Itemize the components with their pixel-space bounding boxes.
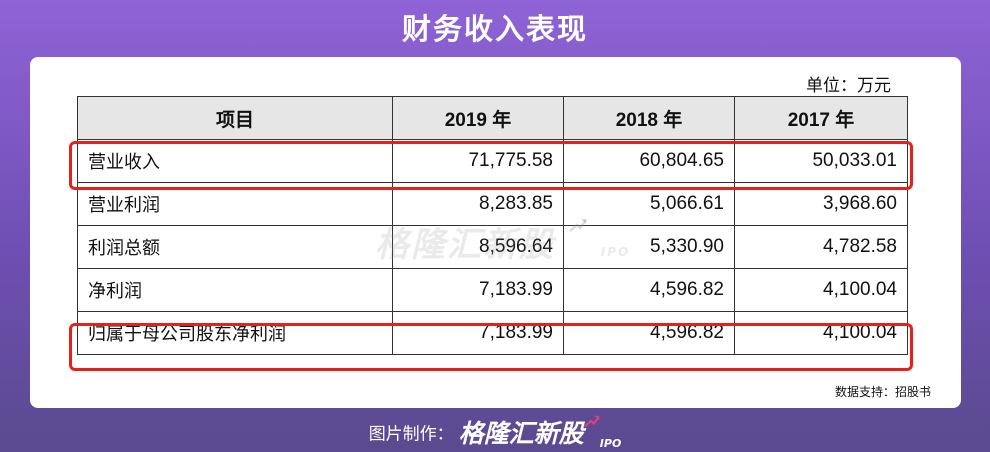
cell-value: 7,183.99 bbox=[392, 311, 564, 355]
cell-value: 71,775.58 bbox=[392, 139, 564, 183]
table-row-net-profit: 净利润 7,183.99 4,596.82 4,100.04 bbox=[77, 268, 908, 312]
table-header-row: 项目 2019 年 2018 年 2017 年 bbox=[77, 96, 908, 140]
table-card: 单位：万元 项目 2019 年 2018 年 2017 年 营业收入 71,77… bbox=[30, 57, 961, 408]
row-label: 营业利润 bbox=[77, 182, 393, 226]
watermark-brand: 格隆汇新股 bbox=[375, 225, 555, 265]
cell-value: 5,330.90 bbox=[563, 225, 735, 269]
unit-label: 单位：万元 bbox=[806, 76, 891, 96]
cell-value: 4,100.04 bbox=[734, 311, 908, 355]
column-header-item: 项目 bbox=[77, 96, 393, 140]
watermark-logo: 格隆汇新股 IPO bbox=[375, 217, 630, 266]
cell-value: 8,596.64 bbox=[392, 225, 564, 269]
row-label: 归属于母公司股东净利润 bbox=[77, 311, 393, 355]
footer-ipo: IPO bbox=[599, 437, 622, 450]
column-header-2017: 2017 年 bbox=[734, 96, 908, 140]
cell-value: 50,033.01 bbox=[734, 139, 908, 183]
table-row-net-profit-attributable: 归属于母公司股东净利润 7,183.99 4,596.82 4,100.04 bbox=[77, 311, 908, 355]
data-source: 数据支持：招股书 bbox=[834, 385, 931, 399]
trend-arrow-icon bbox=[569, 219, 587, 232]
row-label: 营业收入 bbox=[77, 139, 393, 183]
cell-value: 60,804.65 bbox=[563, 139, 735, 183]
cell-value: 7,183.99 bbox=[392, 268, 564, 312]
row-label: 净利润 bbox=[77, 268, 393, 312]
footer-brand-logo: 格隆汇新股 bbox=[458, 419, 584, 448]
column-header-2019: 2019 年 bbox=[392, 96, 564, 140]
cell-value: 3,968.60 bbox=[734, 182, 908, 226]
row-label: 利润总额 bbox=[77, 225, 393, 269]
cell-value: 4,596.82 bbox=[563, 311, 735, 355]
cell-value: 4,100.04 bbox=[734, 268, 908, 312]
cell-value: 4,782.58 bbox=[734, 225, 908, 269]
credit-label: 图片制作： bbox=[368, 424, 454, 445]
page-title: 财务收入表现 bbox=[401, 12, 588, 46]
table-row-total-profit: 利润总额 8,596.64 5,330.90 4,782.58 bbox=[77, 225, 908, 269]
table-row-operating-revenue: 营业收入 71,775.58 60,804.65 50,033.01 bbox=[77, 139, 908, 183]
watermark-ipo: IPO bbox=[600, 245, 631, 259]
trend-arrow-icon bbox=[584, 415, 600, 428]
cell-value: 4,596.82 bbox=[563, 268, 735, 312]
footer-credit: 图片制作： 格隆汇新股 IPO bbox=[0, 414, 990, 450]
column-header-2018: 2018 年 bbox=[563, 96, 735, 140]
